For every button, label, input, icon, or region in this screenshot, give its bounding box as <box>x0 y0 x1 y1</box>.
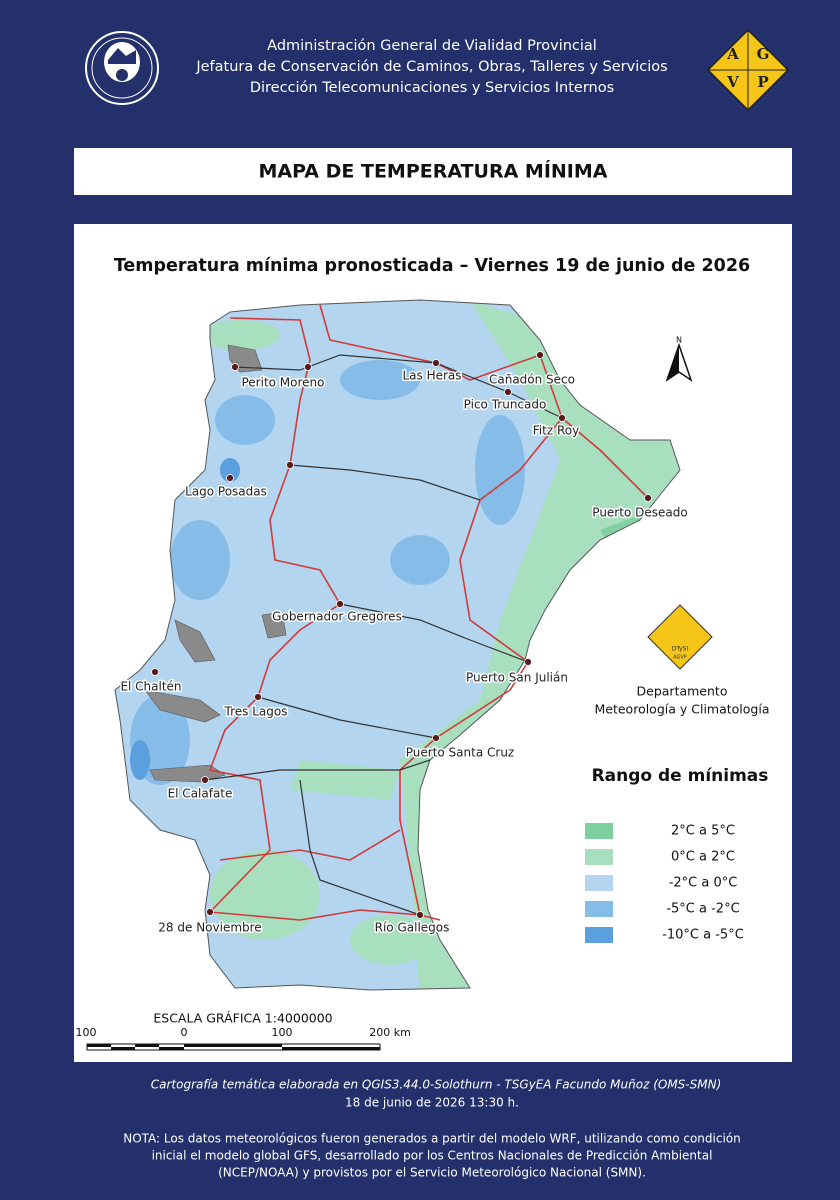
title-box <box>74 148 792 195</box>
city-label: El Chaltén <box>120 680 181 694</box>
city-label: Pico Truncado <box>464 398 547 412</box>
city-label: Puerto Deseado <box>592 506 687 520</box>
city-label: Perito Moreno <box>241 376 324 390</box>
logo-letter: A <box>726 45 739 63</box>
credits: 18 de junio de 2026 13:30 h. <box>345 1096 519 1110</box>
scale-label: 0 <box>181 1026 188 1039</box>
city-dots <box>151 351 652 919</box>
note: inicial el modelo global GFS, desarrolla… <box>152 1149 713 1163</box>
north-arrow: N <box>665 336 693 382</box>
legend-swatch <box>585 875 613 891</box>
legend-label: 0°C a 2°C <box>671 850 735 865</box>
scale-label: 200 km <box>369 1026 411 1039</box>
department-name: Meteorología y Climatología <box>594 702 769 717</box>
legend-label: -2°C a 0°C <box>669 876 738 891</box>
department-name: Departamento <box>637 684 728 699</box>
logo-letter: V <box>726 73 739 91</box>
city-label: Las Heras <box>402 369 461 383</box>
note: NOTA: Los datos meteorológicos fueron ge… <box>123 1132 741 1146</box>
north-label: N <box>676 336 682 345</box>
city-label: Lago Posadas <box>185 485 267 499</box>
legend-swatch <box>585 823 613 839</box>
legend-swatch <box>585 849 613 865</box>
header-line: Jefatura de Conservación de Caminos, Obr… <box>195 59 667 75</box>
logo-text: AGVP <box>673 655 687 661</box>
header-line: Administración General de Vialidad Provi… <box>267 38 597 54</box>
agvp-logo: A G V P <box>706 28 790 112</box>
seal-logo <box>85 31 159 105</box>
logo-letter: P <box>757 73 768 91</box>
legend-title: Rango de mínimas <box>592 766 769 786</box>
city-label: Puerto San Julián <box>466 671 568 685</box>
city-label: El Calafate <box>168 787 233 801</box>
scale-bar <box>86 1043 381 1051</box>
scale-label: 100 <box>272 1026 293 1039</box>
logo-text: DTySI <box>672 646 689 653</box>
city-label: Cañadón Seco <box>489 373 575 387</box>
legend-swatch <box>585 901 613 917</box>
department-logo: DTySI AGVP <box>647 604 713 670</box>
city-label: Gobernador Gregores <box>272 610 402 624</box>
city-label: 28 de Noviembre <box>158 921 261 935</box>
legend-label: 2°C a 5°C <box>671 824 735 839</box>
city-label: Río Gallegos <box>375 921 450 935</box>
credits: Cartografía temática elaborada en QGIS3.… <box>151 1078 722 1092</box>
legend-label: -5°C a -2°C <box>666 902 739 917</box>
legend: 2°C a 5°C 0°C a 2°C -2°C a 0°C -5°C a -2°C -… <box>585 823 744 943</box>
city-label: Tres Lagos <box>224 705 288 719</box>
scale-label: 100 <box>76 1026 97 1039</box>
city-label: Fitz Roy <box>533 424 579 438</box>
legend-label: -10°C a -5°C <box>662 928 744 943</box>
logo-letter: G <box>757 45 770 63</box>
note: (NCEP/NOAA) y provistos por el Servicio … <box>218 1166 646 1180</box>
legend-swatch <box>585 927 613 943</box>
header-line: Dirección Telecomunicaciones y Servicios… <box>250 80 614 96</box>
scale-title: ESCALA GRÁFICA 1:4000000 <box>153 1011 332 1026</box>
city-label: Puerto Santa Cruz <box>406 746 514 760</box>
map-subtitle: Temperatura mínima pronosticada – Vierne… <box>114 256 750 276</box>
page-title: MAPA DE TEMPERATURA MÍNIMA <box>259 160 608 183</box>
